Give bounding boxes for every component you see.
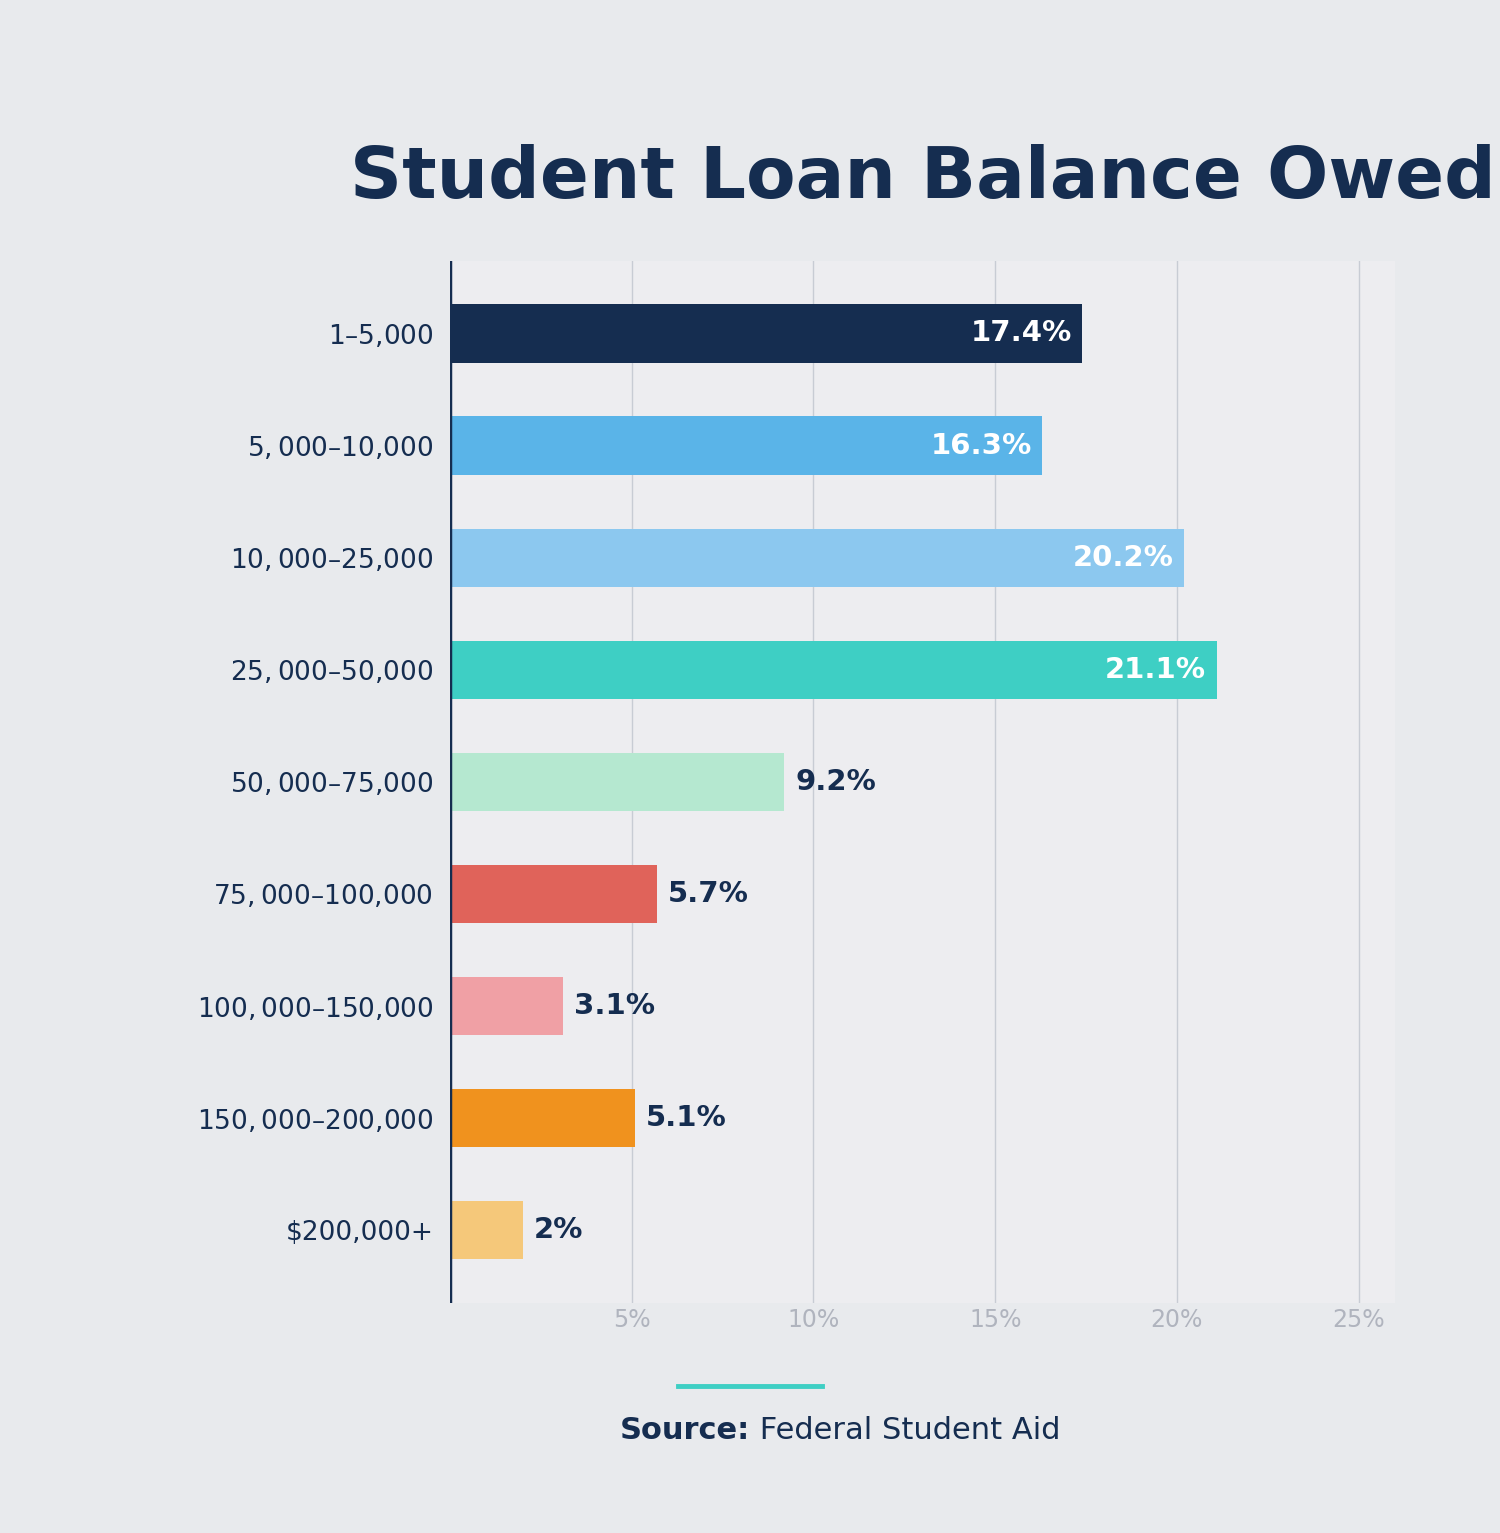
Title: Student Loan Balance Owed: Student Loan Balance Owed (350, 144, 1496, 213)
Text: Federal Student Aid: Federal Student Aid (750, 1416, 1060, 1444)
Bar (450, 529, 1184, 587)
Text: 9.2%: 9.2% (795, 768, 876, 796)
Bar (450, 865, 657, 923)
Text: Source:: Source: (620, 1416, 750, 1444)
Bar (450, 641, 1217, 699)
Bar (450, 1200, 522, 1259)
Text: 5.7%: 5.7% (668, 880, 748, 908)
Text: 2%: 2% (534, 1216, 584, 1245)
Bar (450, 417, 1042, 475)
Bar (450, 753, 784, 811)
Bar (450, 305, 1083, 363)
Text: 17.4%: 17.4% (970, 319, 1071, 348)
Text: 16.3%: 16.3% (930, 432, 1032, 460)
Bar (450, 977, 562, 1035)
Text: 20.2%: 20.2% (1072, 544, 1173, 572)
Text: 21.1%: 21.1% (1106, 656, 1206, 684)
Bar (450, 1088, 636, 1147)
Text: 5.1%: 5.1% (646, 1104, 728, 1131)
Text: 3.1%: 3.1% (573, 992, 654, 1019)
